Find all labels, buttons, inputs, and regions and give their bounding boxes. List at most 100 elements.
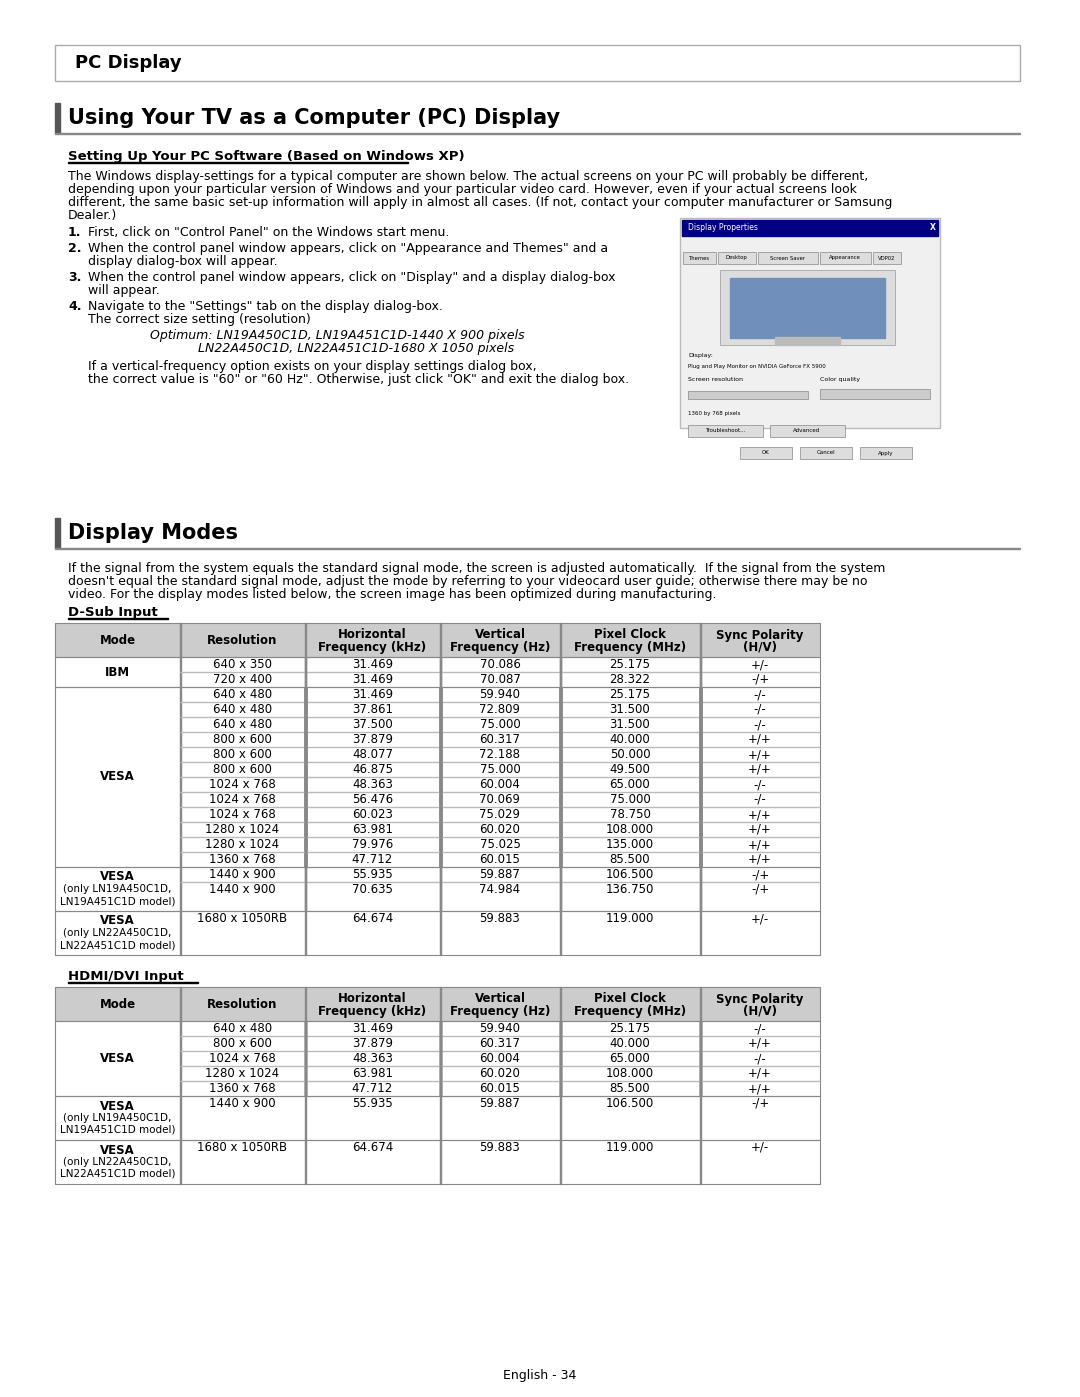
Text: 48.077: 48.077 [352,747,393,761]
Bar [681,219,939,236]
Text: When the control panel window appears, click on "Appearance and Themes" and a: When the control panel window appears, c… [87,242,608,256]
Text: 1024 x 768: 1024 x 768 [210,778,275,791]
Text: 25.175: 25.175 [609,687,650,701]
Text: OK: OK [762,450,770,455]
Text: +/-: +/- [751,912,769,925]
Text: 78.750: 78.750 [609,807,650,821]
Text: 1280 x 1024: 1280 x 1024 [205,838,280,851]
Text: 2.: 2. [68,242,81,256]
Text: 108.000: 108.000 [606,823,654,835]
Text: 60.020: 60.020 [480,1067,521,1080]
Text: 75.000: 75.000 [480,763,521,775]
Text: 65.000: 65.000 [609,1052,650,1065]
Text: +/+: +/+ [748,1067,772,1080]
Text: Vertical: Vertical [474,629,526,641]
Text: 31.500: 31.500 [609,718,650,731]
Text: -/+: -/+ [751,673,769,686]
Text: 800 x 600: 800 x 600 [213,733,272,746]
Text: LN22A451C1D model): LN22A451C1D model) [59,1169,175,1179]
Bar [757,251,818,264]
Bar [55,657,820,687]
Bar [55,623,820,657]
Text: 40.000: 40.000 [609,1037,650,1051]
Bar [820,251,870,264]
Text: Frequency (Hz): Frequency (Hz) [449,1004,550,1017]
Text: Screen resolution: Screen resolution [688,377,743,381]
Text: Appearance: Appearance [829,256,861,260]
Bar [55,687,820,868]
Text: 48.363: 48.363 [352,778,393,791]
Text: 1680 x 1050RB: 1680 x 1050RB [198,912,287,925]
Text: 64.674: 64.674 [352,1141,393,1154]
Text: -/+: -/+ [751,1097,769,1111]
Text: -/-: -/- [754,793,767,806]
Text: the correct value is "60" or "60 Hz". Otherwise, just click "OK" and exit the di: the correct value is "60" or "60 Hz". Ot… [87,373,630,386]
Text: 48.363: 48.363 [352,1052,393,1065]
Text: Frequency (MHz): Frequency (MHz) [573,640,686,654]
Text: 50.000: 50.000 [610,747,650,761]
Text: +/+: +/+ [748,854,772,866]
Text: First, click on "Control Panel" on the Windows start menu.: First, click on "Control Panel" on the W… [87,226,449,239]
Text: (only LN22A450C1D,: (only LN22A450C1D, [64,928,172,937]
Text: Troubleshoot...: Troubleshoot... [705,429,745,433]
Text: video. For the display modes listed below, the screen image has been optimized d: video. For the display modes listed belo… [68,588,716,601]
Bar [55,133,1020,134]
Text: Frequency (MHz): Frequency (MHz) [573,1004,686,1017]
Text: Display Modes: Display Modes [68,522,238,543]
Text: Desktop: Desktop [726,256,747,260]
Text: PC Display: PC Display [75,54,181,73]
Text: Sync Polarity: Sync Polarity [716,992,804,1006]
Text: +/-: +/- [751,658,769,671]
Bar [55,911,820,956]
Text: 46.875: 46.875 [352,763,393,775]
Text: Dealer.): Dealer.) [68,210,118,222]
Text: Display Properties: Display Properties [688,224,758,232]
Text: 47.712: 47.712 [352,1083,393,1095]
Text: +/-: +/- [751,1141,769,1154]
Text: +/+: +/+ [748,733,772,746]
Text: 59.887: 59.887 [480,868,521,882]
Text: 1440 x 900: 1440 x 900 [210,1097,275,1111]
Text: 49.500: 49.500 [609,763,650,775]
Text: Frequency (Hz): Frequency (Hz) [449,640,550,654]
Text: 1360 x 768: 1360 x 768 [210,1083,275,1095]
Text: Using Your TV as a Computer (PC) Display: Using Your TV as a Computer (PC) Display [68,108,561,129]
Text: +/+: +/+ [748,747,772,761]
Text: 70.087: 70.087 [480,673,521,686]
Text: 31.469: 31.469 [352,673,393,686]
Text: different, the same basic set-up information will apply in almost all cases. (If: different, the same basic set-up informa… [68,196,892,210]
Text: 63.981: 63.981 [352,823,393,835]
Text: Optimum: LN19A450C1D, LN19A451C1D-1440 X 900 pixels: Optimum: LN19A450C1D, LN19A451C1D-1440 X… [150,330,525,342]
Text: 1280 x 1024: 1280 x 1024 [205,1067,280,1080]
Text: Horizontal: Horizontal [338,992,407,1006]
Text: +/+: +/+ [748,1083,772,1095]
Text: 79.976: 79.976 [352,838,393,851]
Text: 59.940: 59.940 [480,1023,521,1035]
Text: 31.469: 31.469 [352,1023,393,1035]
Text: 60.004: 60.004 [480,1052,521,1065]
Text: 85.500: 85.500 [610,854,650,866]
Text: display dialog-box will appear.: display dialog-box will appear. [87,256,278,268]
Text: +/+: +/+ [748,1037,772,1051]
Text: 37.879: 37.879 [352,1037,393,1051]
Text: 800 x 600: 800 x 600 [213,1037,272,1051]
Text: -/-: -/- [754,703,767,717]
Text: Setting Up Your PC Software (Based on Windows XP): Setting Up Your PC Software (Based on Wi… [68,149,464,163]
Bar [860,447,912,460]
Bar [55,868,820,911]
Text: Resolution: Resolution [207,633,278,647]
Bar [683,251,716,264]
Text: 75.000: 75.000 [480,718,521,731]
Bar [55,518,60,548]
Text: Apply: Apply [878,450,894,455]
Bar [55,103,60,133]
Text: 70.086: 70.086 [480,658,521,671]
Text: 75.029: 75.029 [480,807,521,821]
Text: doesn't equal the standard signal mode, adjust the mode by referring to your vid: doesn't equal the standard signal mode, … [68,576,867,588]
Text: 55.935: 55.935 [352,1097,393,1111]
Text: 55.935: 55.935 [352,868,393,882]
Text: 59.883: 59.883 [480,912,521,925]
Bar [873,251,901,264]
Text: -/-: -/- [754,718,767,731]
Text: 60.023: 60.023 [352,807,393,821]
